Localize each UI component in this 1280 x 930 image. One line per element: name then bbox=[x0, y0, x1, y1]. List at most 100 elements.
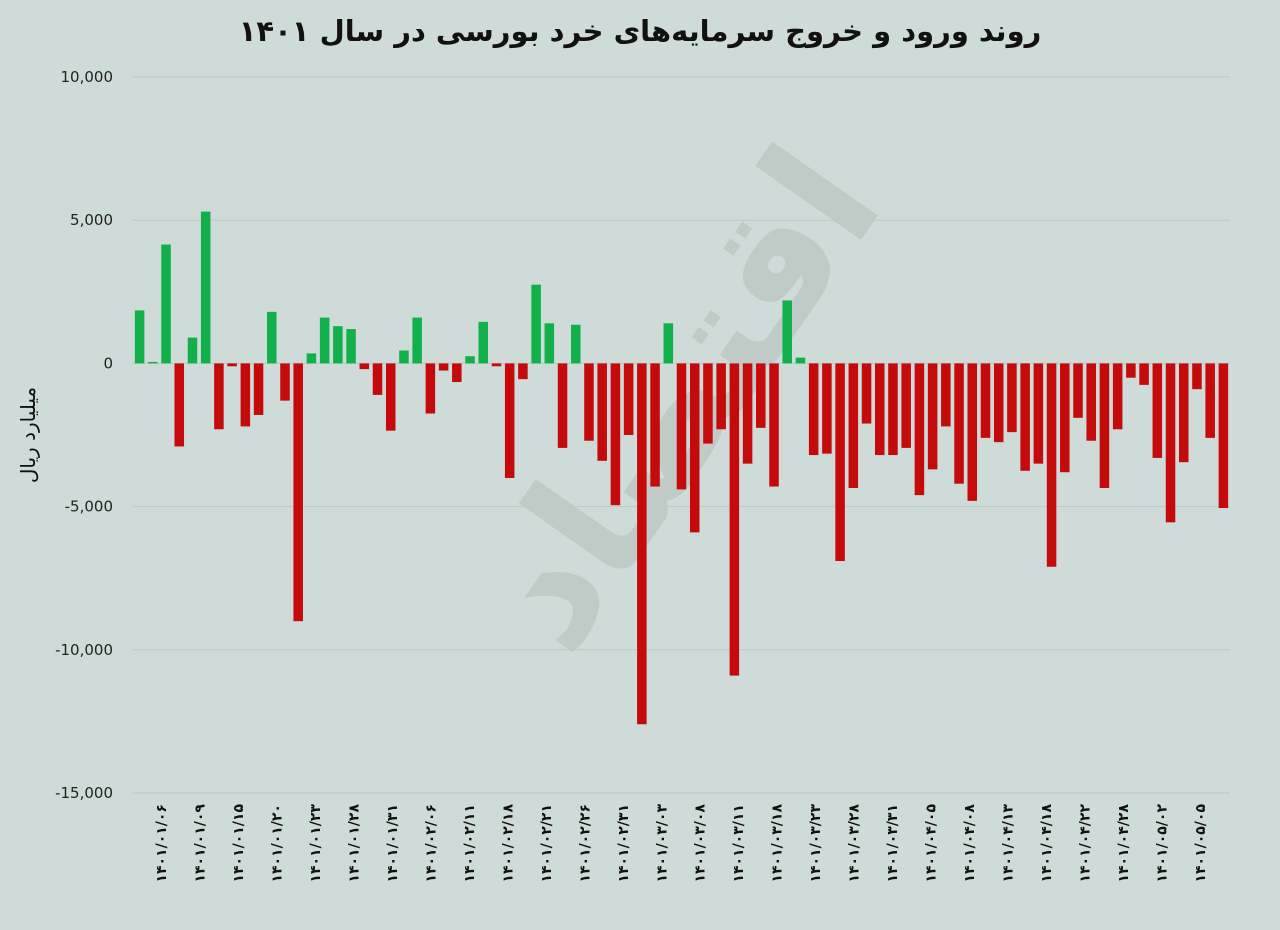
bar bbox=[1086, 363, 1096, 441]
bar bbox=[914, 363, 925, 496]
bar bbox=[954, 363, 964, 484]
bar bbox=[1020, 363, 1030, 471]
x-tick-label: ۱۴۰۱/۰۱/۲۰ bbox=[270, 804, 286, 883]
bar bbox=[729, 363, 740, 676]
x-tick-label: ۱۴۰۱/۰۵/۰۵ bbox=[1193, 804, 1209, 883]
bar bbox=[888, 363, 898, 456]
bar bbox=[425, 363, 436, 414]
x-tick-label: ۱۴۰۱/۰۴/۰۸ bbox=[962, 804, 978, 883]
bar bbox=[1139, 363, 1149, 385]
bar bbox=[491, 363, 502, 367]
bar bbox=[134, 310, 145, 364]
bar bbox=[663, 323, 674, 364]
bar bbox=[1112, 363, 1123, 430]
bar bbox=[610, 363, 621, 506]
x-tick-label: ۱۴۰۱/۰۳/۲۳ bbox=[808, 804, 824, 883]
bar bbox=[597, 363, 607, 461]
bar bbox=[980, 363, 991, 438]
bar bbox=[253, 363, 264, 415]
bar bbox=[544, 323, 555, 364]
x-tick-label: ۱۴۰۱/۰۳/۳۱ bbox=[885, 804, 901, 883]
bar bbox=[478, 321, 489, 364]
bar bbox=[848, 363, 859, 488]
bar bbox=[465, 356, 475, 364]
bar bbox=[214, 363, 224, 430]
bar bbox=[1205, 363, 1215, 438]
bar bbox=[518, 363, 528, 380]
x-tick-label: ۱۴۰۱/۰۱/۱۵ bbox=[231, 804, 247, 883]
y-tick-label: -10,000 bbox=[55, 641, 113, 659]
bar bbox=[148, 361, 158, 364]
bar bbox=[742, 363, 753, 464]
y-tick-label: 5,000 bbox=[70, 211, 113, 229]
x-tick-label: ۱۴۰۱/۰۲/۱۸ bbox=[500, 804, 516, 883]
bar bbox=[385, 363, 396, 431]
x-tick-label: ۱۴۰۱/۰۲/۳۱ bbox=[616, 804, 632, 883]
bar bbox=[808, 363, 819, 456]
bars bbox=[134, 211, 1229, 725]
bar bbox=[359, 363, 370, 370]
x-tick-label: ۱۴۰۱/۰۳/۱۱ bbox=[731, 804, 747, 883]
x-axis-ticks: ۱۴۰۱/۰۱/۰۶ ۱۴۰۱/۰۱/۰۹ ۱۴۰۱/۰۱/۱۵ ۱۴۰۱/۰۱/۲۰… bbox=[154, 804, 1209, 883]
bar bbox=[531, 284, 541, 364]
bar bbox=[967, 363, 978, 501]
y-tick-label: 10,000 bbox=[61, 68, 114, 86]
bar bbox=[716, 363, 726, 430]
bar bbox=[319, 317, 330, 364]
bar bbox=[703, 363, 713, 444]
x-tick-label: ۱۴۰۱/۰۳/۲۸ bbox=[847, 804, 863, 883]
x-tick-label: ۱۴۰۱/۰۳/۰۳ bbox=[654, 804, 670, 883]
x-tick-label: ۱۴۰۱/۰۴/۲۲ bbox=[1077, 804, 1093, 883]
bar bbox=[637, 363, 647, 725]
bar bbox=[861, 363, 872, 424]
bar bbox=[584, 363, 594, 441]
bar bbox=[240, 363, 251, 427]
bar bbox=[795, 357, 806, 364]
bar bbox=[412, 317, 422, 364]
bar bbox=[571, 324, 581, 364]
x-tick-label: ۱۴۰۱/۰۳/۱۸ bbox=[770, 804, 786, 883]
bar bbox=[1046, 363, 1057, 567]
bar bbox=[676, 363, 687, 490]
bar bbox=[1007, 363, 1017, 433]
bar bbox=[504, 363, 515, 478]
x-tick-label: ۱۴۰۱/۰۴/۲۸ bbox=[1116, 804, 1132, 883]
bar bbox=[1060, 363, 1070, 473]
bar bbox=[1073, 363, 1083, 418]
bar bbox=[1099, 363, 1110, 488]
bar bbox=[901, 363, 911, 448]
bar bbox=[438, 363, 449, 371]
bar bbox=[941, 363, 951, 427]
x-tick-label: ۱۴۰۱/۰۴/۰۵ bbox=[924, 804, 940, 883]
y-tick-label: -15,000 bbox=[55, 784, 113, 802]
bar bbox=[174, 363, 185, 447]
bar bbox=[557, 363, 568, 448]
x-tick-label: ۱۴۰۱/۰۲/۲۶ bbox=[577, 804, 593, 883]
bar bbox=[306, 353, 317, 364]
chart-title: روند ورود و خروج سرمایه‌های خرد بورسی در… bbox=[238, 14, 1042, 48]
x-tick-label: ۱۴۰۱/۰۱/۰۹ bbox=[193, 804, 209, 883]
y-axis-ticks: 10,000 5,000 0 -5,000 -10,000 -15,000 bbox=[55, 68, 113, 802]
x-tick-label: ۱۴۰۱/۰۴/۱۳ bbox=[1000, 804, 1016, 883]
bar bbox=[280, 363, 290, 401]
x-tick-label: ۱۴۰۱/۰۲/۱۱ bbox=[462, 804, 478, 883]
bar bbox=[1126, 363, 1136, 378]
bar bbox=[1165, 363, 1176, 523]
bar bbox=[346, 329, 356, 364]
y-tick-label: -5,000 bbox=[65, 498, 113, 516]
bar bbox=[1033, 363, 1044, 464]
y-tick-label: 0 bbox=[103, 354, 113, 372]
bar bbox=[227, 363, 237, 367]
bar bbox=[874, 363, 885, 456]
bar bbox=[1178, 363, 1189, 463]
bar bbox=[993, 363, 1004, 443]
bar bbox=[689, 363, 700, 533]
bar bbox=[835, 363, 845, 562]
bar bbox=[1152, 363, 1163, 458]
x-tick-label: ۱۴۰۱/۰۱/۲۳ bbox=[308, 804, 324, 883]
bar bbox=[927, 363, 938, 470]
bar bbox=[782, 300, 792, 364]
bar bbox=[650, 363, 660, 487]
bar bbox=[399, 350, 409, 364]
